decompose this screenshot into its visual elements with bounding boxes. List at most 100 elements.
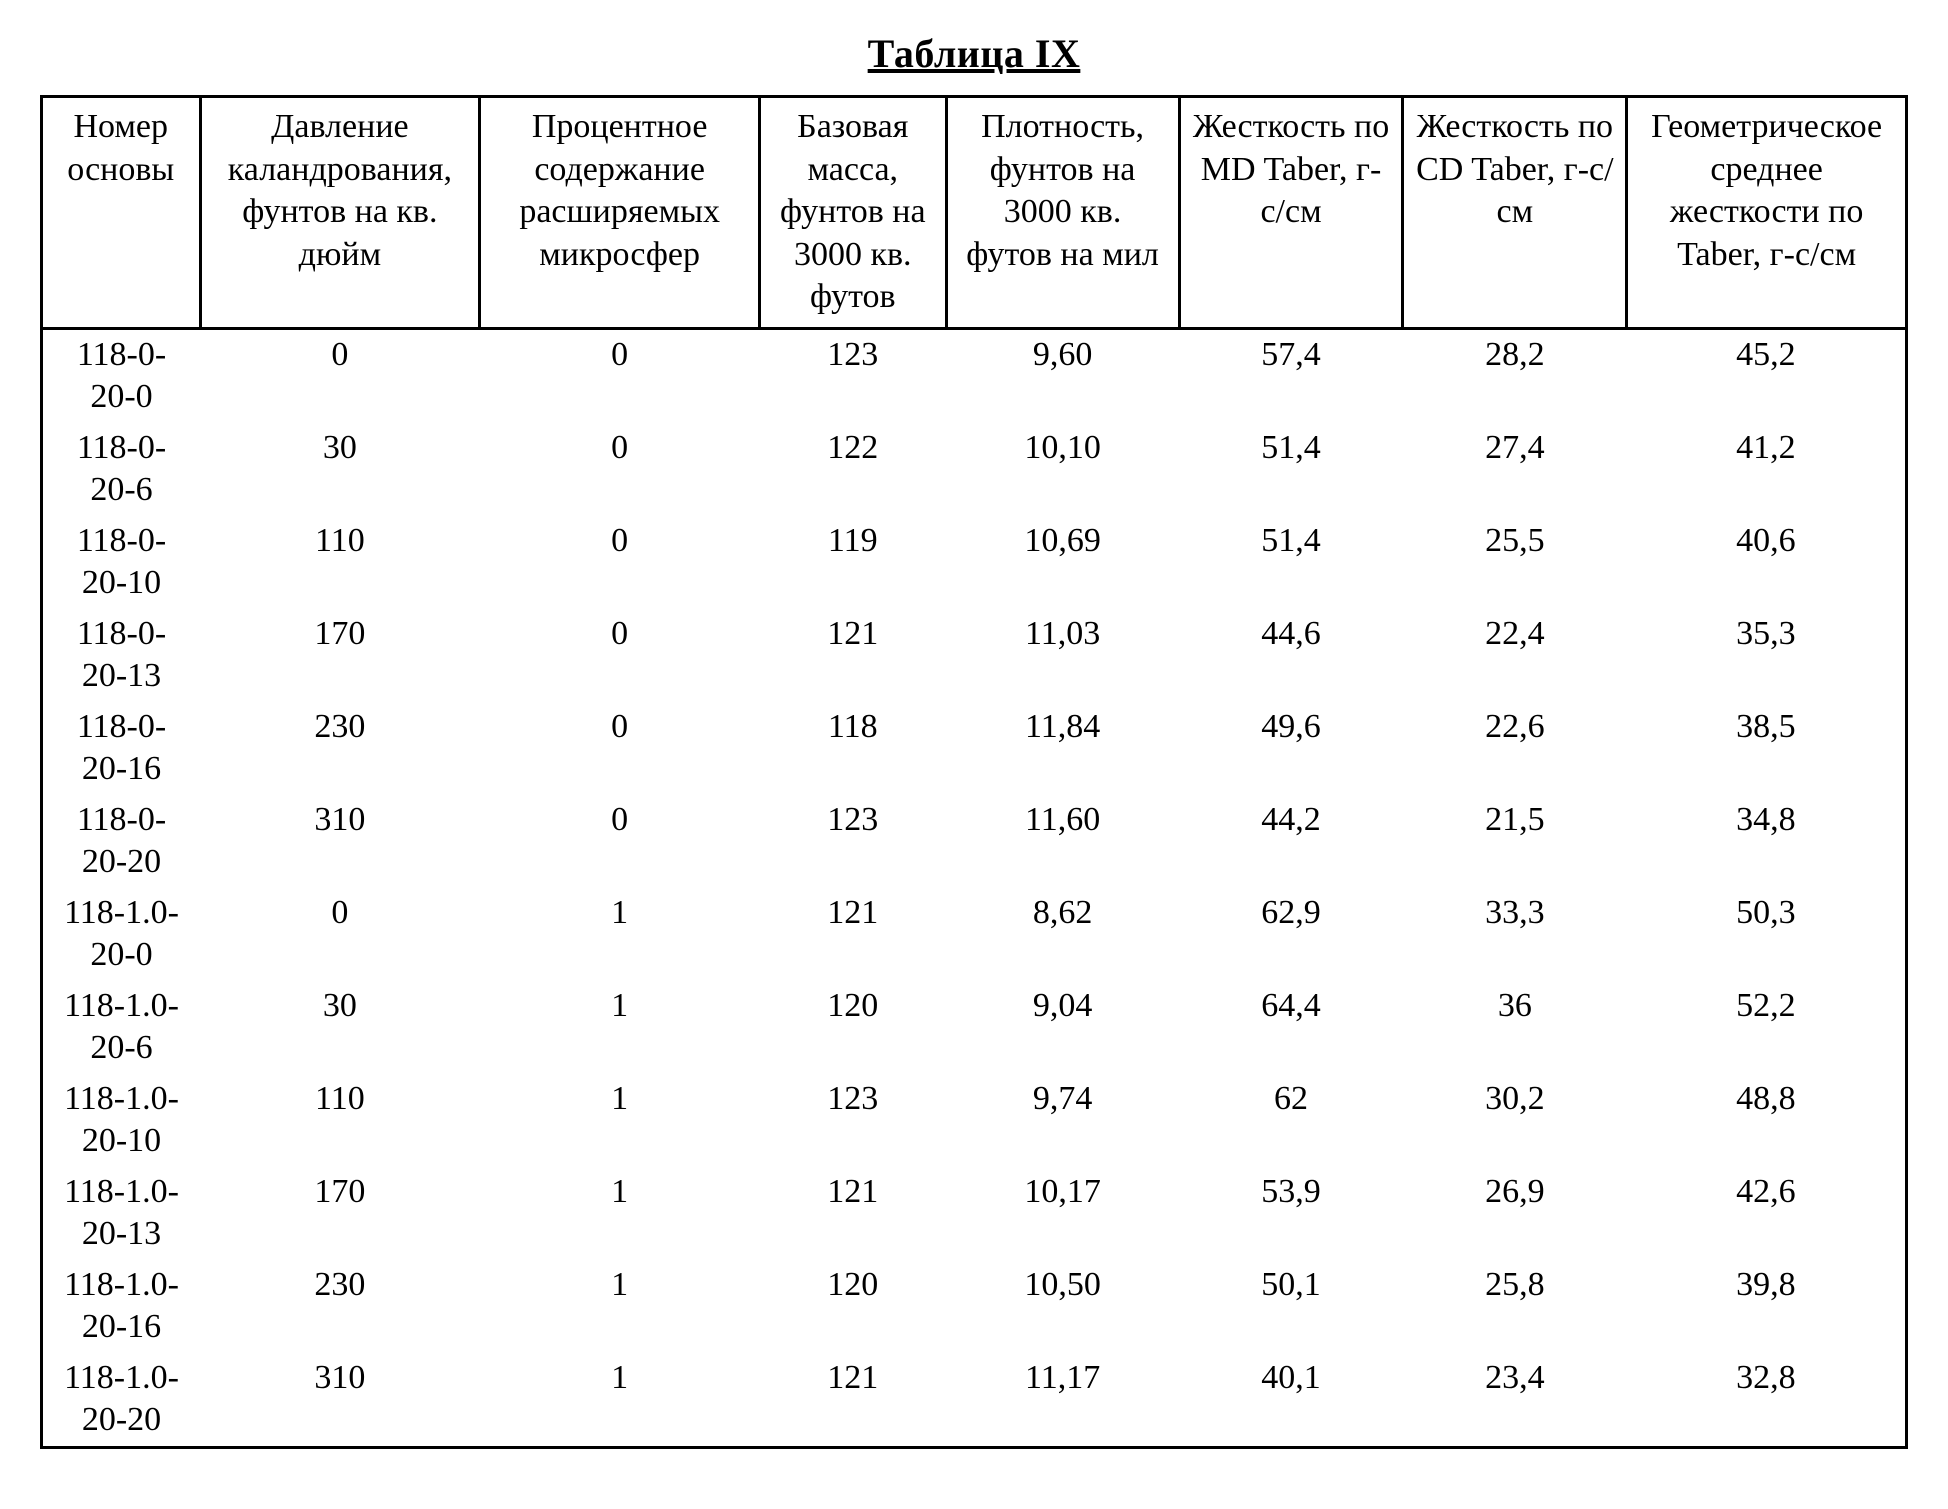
- table-row: 118-1.0-20-0011218,6262,933,350,3: [42, 888, 1907, 981]
- table-row: 118-0-20-16230011811,8449,622,638,5: [42, 702, 1907, 795]
- table-row: 118-1.0-20-20310112111,1740,123,432,8: [42, 1353, 1907, 1448]
- cell-r5-c6: 21,5: [1403, 795, 1627, 888]
- cell-r4-c2: 0: [480, 702, 760, 795]
- cell-r2-c1: 110: [200, 516, 480, 609]
- cell-r9-c2: 1: [480, 1167, 760, 1260]
- cell-r1-c5: 51,4: [1179, 423, 1403, 516]
- cell-r11-c5: 40,1: [1179, 1353, 1403, 1448]
- col-header-4: Плотность, фунтов на 3000 кв. футов на м…: [946, 97, 1179, 329]
- cell-r3-c5: 44,6: [1179, 609, 1403, 702]
- col-header-1: Давление каландрования, фунтов на кв. дю…: [200, 97, 480, 329]
- cell-r10-c4: 10,50: [946, 1260, 1179, 1353]
- cell-r9-c7: 42,6: [1627, 1167, 1907, 1260]
- cell-r4-c4: 11,84: [946, 702, 1179, 795]
- table-row: 118-1.0-20-16230112010,5050,125,839,8: [42, 1260, 1907, 1353]
- cell-r9-c4: 10,17: [946, 1167, 1179, 1260]
- data-table: Номер основыДавление каландрования, фунт…: [40, 95, 1908, 1449]
- cell-r3-c1: 170: [200, 609, 480, 702]
- cell-r3-c3: 121: [760, 609, 947, 702]
- cell-r0-c0: 118-0-20-0: [42, 328, 201, 423]
- cell-r2-c2: 0: [480, 516, 760, 609]
- cell-r11-c7: 32,8: [1627, 1353, 1907, 1448]
- cell-r9-c0: 118-1.0-20-13: [42, 1167, 201, 1260]
- table-row: 118-0-20-13170012111,0344,622,435,3: [42, 609, 1907, 702]
- cell-r2-c4: 10,69: [946, 516, 1179, 609]
- cell-r8-c6: 30,2: [1403, 1074, 1627, 1167]
- table-row: 118-1.0-20-1011011239,746230,248,8: [42, 1074, 1907, 1167]
- cell-r4-c3: 118: [760, 702, 947, 795]
- table-row: 118-1.0-20-13170112110,1753,926,942,6: [42, 1167, 1907, 1260]
- cell-r8-c3: 123: [760, 1074, 947, 1167]
- cell-r2-c7: 40,6: [1627, 516, 1907, 609]
- cell-r0-c3: 123: [760, 328, 947, 423]
- cell-r8-c4: 9,74: [946, 1074, 1179, 1167]
- cell-r3-c2: 0: [480, 609, 760, 702]
- cell-r8-c2: 1: [480, 1074, 760, 1167]
- cell-r7-c6: 36: [1403, 981, 1627, 1074]
- cell-r7-c3: 120: [760, 981, 947, 1074]
- cell-r5-c7: 34,8: [1627, 795, 1907, 888]
- cell-r5-c0: 118-0-20-20: [42, 795, 201, 888]
- cell-r0-c1: 0: [200, 328, 480, 423]
- cell-r5-c3: 123: [760, 795, 947, 888]
- cell-r6-c0: 118-1.0-20-0: [42, 888, 201, 981]
- cell-r11-c3: 121: [760, 1353, 947, 1448]
- cell-r8-c5: 62: [1179, 1074, 1403, 1167]
- cell-r4-c0: 118-0-20-16: [42, 702, 201, 795]
- cell-r0-c6: 28,2: [1403, 328, 1627, 423]
- cell-r3-c7: 35,3: [1627, 609, 1907, 702]
- cell-r10-c7: 39,8: [1627, 1260, 1907, 1353]
- cell-r7-c0: 118-1.0-20-6: [42, 981, 201, 1074]
- cell-r9-c5: 53,9: [1179, 1167, 1403, 1260]
- cell-r7-c5: 64,4: [1179, 981, 1403, 1074]
- cell-r7-c2: 1: [480, 981, 760, 1074]
- col-header-6: Жесткость по CD Taber, г-с/см: [1403, 97, 1627, 329]
- cell-r4-c6: 22,6: [1403, 702, 1627, 795]
- cell-r0-c4: 9,60: [946, 328, 1179, 423]
- cell-r11-c1: 310: [200, 1353, 480, 1448]
- cell-r7-c7: 52,2: [1627, 981, 1907, 1074]
- cell-r2-c5: 51,4: [1179, 516, 1403, 609]
- cell-r10-c2: 1: [480, 1260, 760, 1353]
- cell-r9-c6: 26,9: [1403, 1167, 1627, 1260]
- cell-r5-c5: 44,2: [1179, 795, 1403, 888]
- cell-r6-c4: 8,62: [946, 888, 1179, 981]
- cell-r2-c0: 118-0-20-10: [42, 516, 201, 609]
- cell-r8-c7: 48,8: [1627, 1074, 1907, 1167]
- cell-r5-c4: 11,60: [946, 795, 1179, 888]
- cell-r6-c2: 1: [480, 888, 760, 981]
- cell-r6-c7: 50,3: [1627, 888, 1907, 981]
- table-row: 118-0-20-0001239,6057,428,245,2: [42, 328, 1907, 423]
- cell-r6-c1: 0: [200, 888, 480, 981]
- cell-r7-c4: 9,04: [946, 981, 1179, 1074]
- cell-r1-c2: 0: [480, 423, 760, 516]
- cell-r9-c3: 121: [760, 1167, 947, 1260]
- cell-r1-c6: 27,4: [1403, 423, 1627, 516]
- table-row: 118-0-20-630012210,1051,427,441,2: [42, 423, 1907, 516]
- cell-r5-c1: 310: [200, 795, 480, 888]
- col-header-7: Геометрическое среднее жесткости по Tabe…: [1627, 97, 1907, 329]
- cell-r0-c2: 0: [480, 328, 760, 423]
- cell-r5-c2: 0: [480, 795, 760, 888]
- cell-r2-c6: 25,5: [1403, 516, 1627, 609]
- cell-r1-c1: 30: [200, 423, 480, 516]
- table-row: 118-1.0-20-63011209,0464,43652,2: [42, 981, 1907, 1074]
- cell-r6-c6: 33,3: [1403, 888, 1627, 981]
- cell-r11-c6: 23,4: [1403, 1353, 1627, 1448]
- table-title: Таблица IX: [40, 30, 1908, 77]
- cell-r2-c3: 119: [760, 516, 947, 609]
- cell-r10-c1: 230: [200, 1260, 480, 1353]
- cell-r3-c0: 118-0-20-13: [42, 609, 201, 702]
- cell-r10-c5: 50,1: [1179, 1260, 1403, 1353]
- cell-r1-c0: 118-0-20-6: [42, 423, 201, 516]
- cell-r6-c5: 62,9: [1179, 888, 1403, 981]
- col-header-0: Номер основы: [42, 97, 201, 329]
- cell-r10-c0: 118-1.0-20-16: [42, 1260, 201, 1353]
- cell-r1-c7: 41,2: [1627, 423, 1907, 516]
- cell-r0-c7: 45,2: [1627, 328, 1907, 423]
- cell-r6-c3: 121: [760, 888, 947, 981]
- cell-r1-c3: 122: [760, 423, 947, 516]
- table-head: Номер основыДавление каландрования, фунт…: [42, 97, 1907, 329]
- cell-r11-c4: 11,17: [946, 1353, 1179, 1448]
- cell-r0-c5: 57,4: [1179, 328, 1403, 423]
